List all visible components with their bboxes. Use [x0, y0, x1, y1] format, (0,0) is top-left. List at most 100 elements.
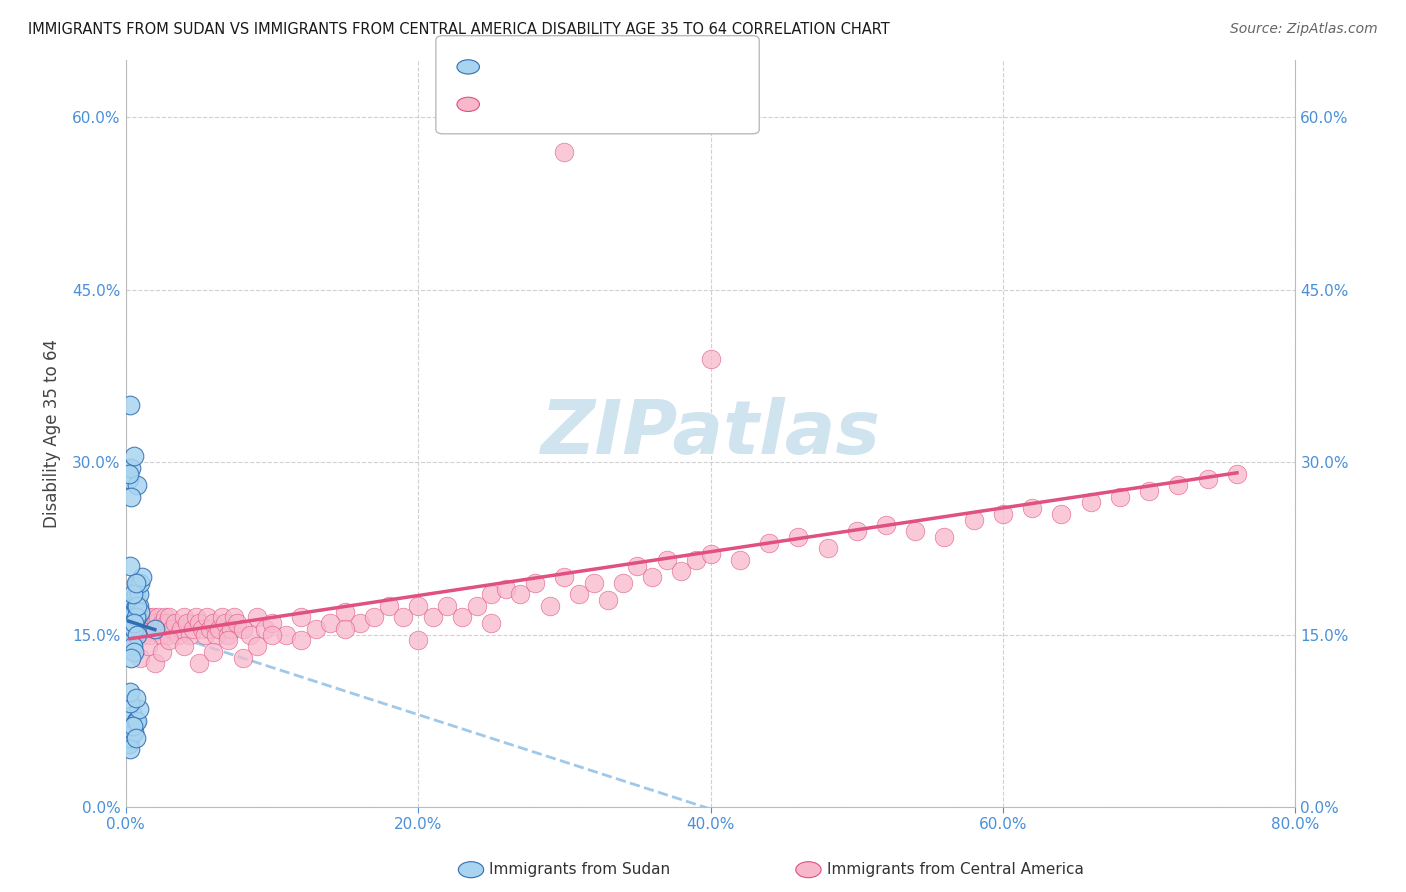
Point	[319, 615, 342, 630]
Point	[524, 575, 547, 590]
Point	[128, 587, 150, 601]
Point	[122, 630, 145, 644]
Point	[127, 575, 149, 590]
Text: R =: R =	[489, 58, 526, 76]
Point	[1137, 483, 1160, 498]
Point	[187, 657, 209, 671]
Text: 0.128: 0.128	[529, 58, 576, 76]
Point	[193, 627, 215, 641]
Point	[509, 587, 531, 601]
Point	[479, 587, 502, 601]
Point	[845, 524, 868, 538]
Point	[150, 615, 173, 630]
Point	[122, 719, 145, 733]
Point	[131, 610, 153, 624]
Point	[553, 145, 575, 159]
Point	[553, 570, 575, 584]
Text: ZIPatlas: ZIPatlas	[540, 397, 880, 470]
Text: IMMIGRANTS FROM SUDAN VS IMMIGRANTS FROM CENTRAL AMERICA DISABILITY AGE 35 TO 64: IMMIGRANTS FROM SUDAN VS IMMIGRANTS FROM…	[28, 22, 890, 37]
Point	[728, 553, 751, 567]
Text: N =: N =	[574, 95, 621, 113]
Point	[125, 599, 148, 613]
Point	[217, 633, 239, 648]
Point	[132, 627, 155, 641]
Point	[120, 650, 142, 665]
Point	[136, 610, 159, 624]
Point	[197, 610, 219, 624]
Point	[165, 615, 187, 630]
Point	[124, 605, 146, 619]
Point	[202, 615, 225, 630]
Point	[875, 518, 897, 533]
Point	[333, 622, 356, 636]
Point	[991, 507, 1014, 521]
Point	[122, 639, 145, 653]
Point	[122, 633, 145, 648]
Point	[127, 610, 149, 624]
Point	[127, 714, 149, 728]
Point	[143, 622, 166, 636]
Point	[125, 714, 148, 728]
Point	[904, 524, 927, 538]
Point	[699, 351, 721, 366]
Point	[1080, 495, 1102, 509]
Point	[143, 622, 166, 636]
Point	[671, 564, 693, 578]
Point	[465, 599, 488, 613]
Point	[181, 622, 204, 636]
Point	[222, 610, 245, 624]
Point	[125, 587, 148, 601]
Point	[260, 615, 283, 630]
Point	[167, 627, 190, 641]
Point	[451, 610, 474, 624]
Point	[125, 731, 148, 745]
Text: R =: R =	[489, 95, 526, 113]
Point	[117, 472, 139, 486]
Point	[138, 615, 160, 630]
Point	[1050, 507, 1073, 521]
Point	[125, 690, 148, 705]
Point	[129, 605, 152, 619]
Point	[963, 512, 986, 526]
Point	[131, 570, 153, 584]
Point	[122, 593, 145, 607]
Point	[117, 627, 139, 641]
Point	[118, 599, 141, 613]
Point	[179, 627, 201, 641]
Point	[214, 615, 236, 630]
Text: N =: N =	[574, 58, 621, 76]
Point	[118, 685, 141, 699]
Point	[260, 627, 283, 641]
Point	[173, 610, 195, 624]
Point	[124, 622, 146, 636]
Point	[129, 650, 152, 665]
Point	[117, 467, 139, 481]
Point	[246, 610, 269, 624]
Point	[146, 610, 169, 624]
Point	[118, 610, 141, 624]
Point	[349, 615, 371, 630]
Point	[159, 610, 181, 624]
Point	[170, 622, 193, 636]
Text: Immigrants from Sudan: Immigrants from Sudan	[489, 863, 671, 877]
Point	[127, 627, 149, 641]
Point	[422, 610, 444, 624]
Point	[117, 737, 139, 751]
Point	[202, 645, 225, 659]
Point	[612, 575, 634, 590]
Point	[176, 615, 198, 630]
Point	[184, 610, 207, 624]
Text: 56: 56	[619, 58, 640, 76]
Point	[187, 615, 209, 630]
Point	[136, 639, 159, 653]
Point	[1197, 472, 1219, 486]
Point	[127, 615, 149, 630]
Point	[129, 622, 152, 636]
Point	[118, 558, 141, 573]
Point	[127, 599, 149, 613]
Point	[582, 575, 605, 590]
Point	[1167, 478, 1189, 492]
Point	[200, 622, 222, 636]
Point	[211, 610, 233, 624]
Point	[568, 587, 591, 601]
